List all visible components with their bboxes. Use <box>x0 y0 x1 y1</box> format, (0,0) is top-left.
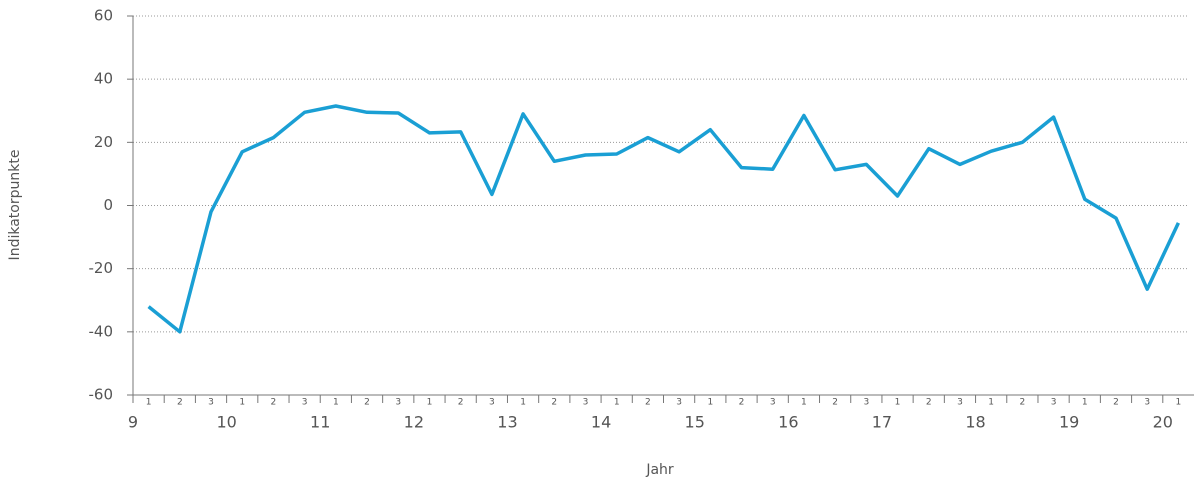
x-sub-label: 1 <box>146 398 152 408</box>
x-sub-label: 2 <box>739 398 745 408</box>
x-sub-label: 1 <box>1082 398 1088 408</box>
x-sub-label: 3 <box>302 398 308 408</box>
x-year-label: 10 <box>216 413 236 432</box>
x-sub-label: 1 <box>707 398 713 408</box>
x-sub-label: 3 <box>676 398 682 408</box>
x-sub-label: 2 <box>832 398 838 408</box>
data-line <box>147 104 1180 334</box>
x-sub-label: 2 <box>551 398 557 408</box>
x-year-label: 11 <box>310 413 330 432</box>
x-sub-label: 3 <box>395 398 401 408</box>
x-sub-label: 3 <box>770 398 776 408</box>
x-year-label: 17 <box>872 413 892 432</box>
x-sub-label: 2 <box>458 398 464 408</box>
x-sub-label: 2 <box>364 398 370 408</box>
y-tick-label: -20 <box>89 259 114 277</box>
x-sub-label: 1 <box>801 398 807 408</box>
x-sub-label: 1 <box>520 398 526 408</box>
x-year-label: 15 <box>685 413 705 432</box>
x-year-label: 13 <box>497 413 517 432</box>
x-sub-label: 3 <box>583 398 589 408</box>
y-tick-label: -60 <box>89 386 114 404</box>
x-axis-label: Jahr <box>645 462 674 478</box>
x-sub-label: 2 <box>926 398 932 408</box>
x-sub-label: 2 <box>177 398 183 408</box>
x-sub-label: 2 <box>1113 398 1119 408</box>
y-tick-label: 0 <box>103 196 113 214</box>
x-year-label: 16 <box>778 413 798 432</box>
x-year-label: 9 <box>128 413 138 432</box>
x-year-label: 19 <box>1059 413 1079 432</box>
x-sub-label: 2 <box>1020 398 1026 408</box>
x-sub-label: 3 <box>1144 398 1150 408</box>
x-sub-label: 1 <box>333 398 339 408</box>
x-sub-label: 1 <box>988 398 994 408</box>
y-axis-label: Indikatorpunkte <box>7 150 23 261</box>
x-sub-label: 1 <box>427 398 433 408</box>
x-sub-label: 1 <box>895 398 901 408</box>
x-sub-label: 2 <box>645 398 651 408</box>
y-tick-label: 20 <box>94 133 113 151</box>
y-tick-label: 40 <box>94 70 113 88</box>
x-sub-label: 3 <box>208 398 214 408</box>
x-sub-label: 2 <box>271 398 277 408</box>
x-year-label: 12 <box>404 413 424 432</box>
x-year-label: 18 <box>965 413 985 432</box>
x-sub-label: 3 <box>957 398 963 408</box>
x-year-label: 14 <box>591 413 611 432</box>
x-sub-label: 3 <box>489 398 495 408</box>
y-tick-label: -40 <box>89 322 114 340</box>
x-sub-label: 3 <box>1051 398 1057 408</box>
y-tick-label: 60 <box>94 7 113 25</box>
x-sub-label: 1 <box>614 398 620 408</box>
x-sub-label: 1 <box>1176 398 1182 408</box>
x-sub-label: 3 <box>863 398 869 408</box>
x-sub-label: 1 <box>239 398 245 408</box>
x-year-label: 20 <box>1153 413 1173 432</box>
